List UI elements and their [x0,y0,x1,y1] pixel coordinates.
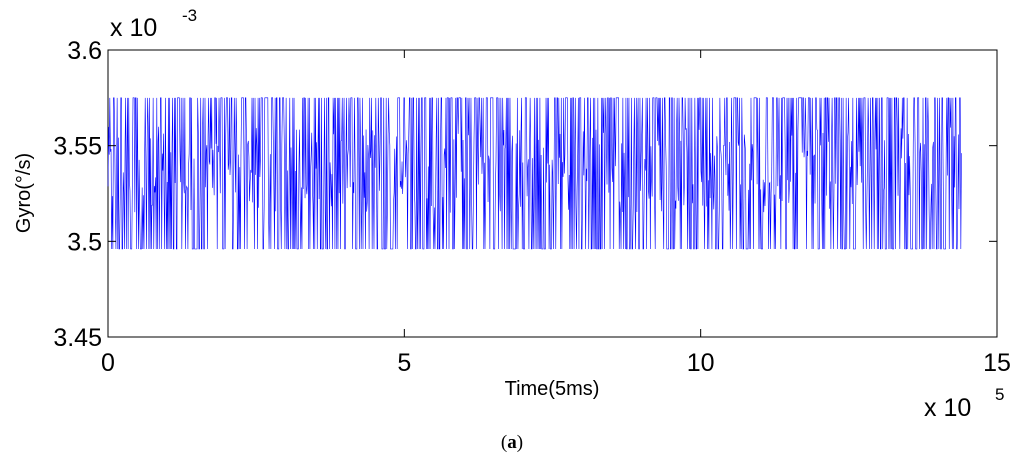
tick-labels: 0 5 10 15 3.45 3.5 3.55 3.6 [53,37,1011,377]
x-tick-label: 15 [983,349,1011,377]
x-multiplier-exponent: 5 [995,385,1004,404]
x-multiplier-base: x 10 [924,394,971,422]
signal-series [107,97,962,250]
y-tick-label: 3.45 [53,324,102,352]
x-axis-label: Time(5ms) [505,378,600,400]
series-line [107,97,962,250]
caption-open: ( [500,432,508,453]
figure-caption: (a) [0,432,1024,454]
y-axis-label: Gyro(°/s) [13,153,35,233]
caption-close: ) [516,432,524,453]
gyro-chart: 0 5 10 15 3.45 3.5 3.55 3.6 x 10 -3 x 10 5 Time… [13,6,1011,422]
y-tick-label: 3.6 [67,37,102,65]
y-multiplier-base: x 10 [110,14,157,42]
x-tick-label: 10 [687,349,715,377]
caption-letter: a [507,432,517,453]
x-tick-label: 5 [397,349,411,377]
y-tick-label: 3.5 [67,228,102,256]
x-tick-label: 0 [101,349,115,377]
y-tick-label: 3.55 [53,133,102,161]
y-multiplier-exponent: -3 [182,6,197,25]
axis-ticks [107,49,998,338]
